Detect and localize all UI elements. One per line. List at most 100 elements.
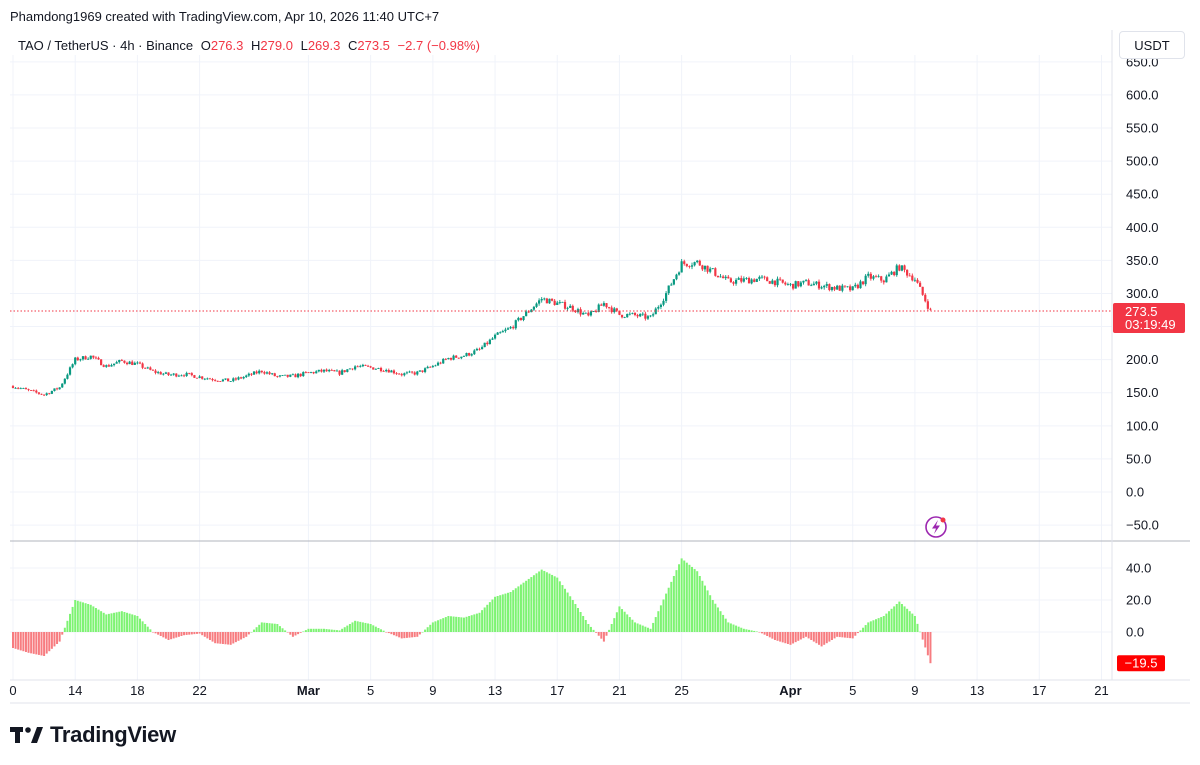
histogram-bar	[32, 632, 35, 654]
symbol-title[interactable]: TAO / TetherUS · 4h · Binance	[18, 38, 194, 53]
candle-body	[688, 266, 691, 267]
histogram-bar	[351, 622, 354, 632]
histogram-bar	[706, 590, 709, 632]
low-value: 269.3	[307, 38, 341, 53]
x-tick-label: 17	[550, 683, 564, 698]
histogram-bar	[626, 614, 629, 632]
candle-body	[517, 317, 520, 321]
histogram-bar	[652, 622, 655, 632]
candle-body	[335, 370, 339, 372]
candle-body	[732, 282, 735, 284]
histogram-bar	[833, 632, 836, 639]
candle-body	[48, 393, 51, 395]
candle-body	[421, 370, 424, 372]
candle-body	[706, 265, 709, 272]
histogram-bar	[434, 621, 437, 632]
candle-body	[447, 357, 450, 360]
candle-body	[514, 320, 517, 329]
candle-body	[662, 300, 665, 305]
candle-body	[281, 375, 284, 376]
candle-body	[37, 392, 41, 394]
histogram-bar	[297, 632, 300, 635]
histogram-bar	[413, 632, 416, 638]
candle-body	[115, 362, 118, 364]
candle-body	[478, 348, 481, 350]
candle-body	[30, 390, 33, 391]
histogram-bar	[618, 606, 621, 632]
histogram-bar	[398, 632, 401, 638]
candle-body	[538, 300, 541, 304]
histogram-bar	[569, 596, 572, 632]
candle-body	[903, 265, 906, 270]
histogram-bar	[926, 632, 929, 656]
x-tick-label: 22	[192, 683, 206, 698]
histogram-bar	[94, 608, 97, 632]
y-tick-label: 150.0	[1126, 385, 1159, 400]
histogram-bar	[338, 630, 341, 632]
histogram-bar	[789, 632, 792, 645]
histogram-bar	[810, 632, 813, 640]
candle-body	[893, 271, 896, 276]
histogram-bar	[359, 621, 362, 632]
candle-body	[610, 307, 613, 313]
chart-canvas[interactable]: 0 14 18 22 Mar 5 9 13 17 21 25 Apr 5 9 13 17 21650.0600.…	[0, 0, 1200, 710]
candle-body	[312, 372, 315, 374]
histogram-bar	[592, 629, 595, 632]
candle-body	[144, 367, 147, 369]
histogram-bar	[100, 611, 103, 632]
candle-body	[403, 373, 406, 376]
histogram-bar	[608, 629, 611, 632]
candle-body	[628, 313, 631, 315]
histogram-bar	[911, 613, 914, 632]
candle-body	[683, 261, 686, 264]
candle-body	[605, 303, 608, 308]
histogram-bar	[307, 628, 310, 632]
candle-body	[724, 276, 727, 279]
histogram-bar	[219, 632, 222, 644]
currency-button[interactable]: USDT	[1119, 31, 1185, 59]
candle-body	[100, 359, 103, 366]
histogram-bar	[836, 632, 839, 637]
histogram-bar	[519, 584, 522, 632]
candle-body	[895, 265, 898, 276]
histogram-bar	[354, 620, 357, 632]
candle-body	[737, 278, 740, 280]
candle-body	[633, 312, 637, 316]
histogram-bar	[276, 624, 279, 632]
histogram-bar	[110, 613, 113, 632]
candle-body	[201, 376, 204, 379]
x-tick-label: 17	[1032, 683, 1046, 698]
histogram-bar	[317, 628, 320, 632]
candle-body	[690, 265, 694, 267]
histogram-bar	[512, 590, 515, 632]
histogram-bar	[387, 632, 390, 634]
histogram-bar	[714, 603, 717, 632]
candle-body	[636, 315, 639, 317]
histogram-bar	[330, 629, 333, 632]
candle-body	[239, 377, 243, 379]
candle-body	[649, 315, 652, 317]
histogram-bar	[367, 623, 370, 632]
candle-body	[452, 355, 455, 360]
candle-body	[475, 348, 479, 351]
y-tick-label: 350.0	[1126, 253, 1159, 268]
candle-body	[45, 393, 48, 395]
candle-body	[652, 314, 655, 316]
histogram-bar	[118, 611, 121, 632]
lightning-alert-icon[interactable]	[925, 516, 947, 538]
candle-body	[530, 309, 533, 313]
candle-body	[851, 286, 854, 291]
histogram-bar	[167, 632, 170, 640]
x-tick-label: 14	[68, 683, 82, 698]
y-tick-label: 450.0	[1126, 187, 1159, 202]
candle-body	[128, 361, 131, 365]
histogram-bar	[639, 624, 642, 632]
tradingview-logo[interactable]: TradingView	[10, 722, 176, 748]
histogram-bar	[221, 632, 224, 644]
candle-body	[245, 375, 248, 377]
histogram-bar	[382, 630, 385, 632]
histogram-bar	[24, 632, 27, 652]
histogram-bar	[758, 632, 761, 633]
histogram-bar	[670, 581, 673, 632]
histogram-bar	[40, 632, 43, 656]
